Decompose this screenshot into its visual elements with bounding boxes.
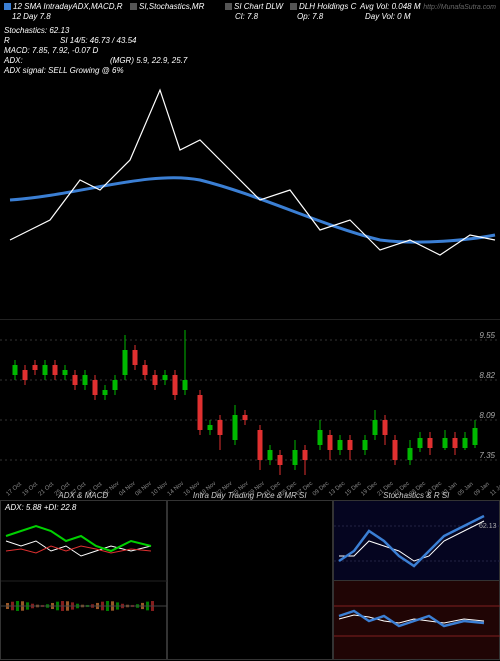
adx-macd-panel: ADX & MACD ADX: 5.88 +DI: 22.8 [0,500,167,660]
svg-text:19 Oct: 19 Oct [22,481,40,497]
rsi-blank: R [4,36,10,45]
dayvol-l: Day Vol: [365,12,395,21]
bottom-row: ADX & MACD ADX: 5.88 +DI: 22.8 Intra Day… [0,500,500,660]
svg-text:05 Jan: 05 Jan [457,481,475,497]
svg-text:10 Nov: 10 Nov [151,481,169,498]
adx-svg [1,501,167,661]
svg-text:09 Jan: 09 Jan [473,481,491,497]
intra-title: Intra Day Trading Price & MR SI [193,491,307,500]
adx-title: ADX & MACD [58,491,108,500]
svg-text:11 Jan: 11 Jan [489,482,500,498]
h-l1a: 12 SMA IntradayADX,MACD,R [13,2,123,11]
svg-text:17 Oct: 17 Oct [5,481,23,497]
watermark: http://MunafaSutra.com [423,4,496,11]
svg-text:08 Nov: 08 Nov [134,481,152,498]
stoch-bot-svg [334,581,500,661]
svg-text:09 Dec: 09 Dec [312,481,330,498]
svg-text:19 Dec: 19 Dec [360,481,378,498]
svg-text:8.82: 8.82 [479,371,495,380]
svg-text:7.35: 7.35 [479,451,495,460]
h-l2c: Op: 7.8 [297,12,323,21]
stoch-val-label: 62.13 [479,523,497,530]
svg-text:21 Oct: 21 Oct [38,481,56,497]
svg-text:04 Nov: 04 Nov [118,481,136,498]
stoch-val: Stochastics: 62.13 [4,26,69,35]
stoch-top-svg [334,501,500,581]
svg-text:14 Nov: 14 Nov [167,481,185,498]
h-l2b: Cl: 7.8 [235,12,258,21]
intraday-panel: Intra Day Trading Price & MR SI [167,500,334,660]
macd-val: MACD: 7.85, 7.92, -0.07 D [4,46,98,55]
stoch-title: Stochastics & R SI [383,491,449,500]
main-line-chart [0,60,500,320]
stochastics-panel: Stochastics & R SI 62.13 [333,500,500,660]
candle-svg: 9.558.828.097.3517 Oct19 Oct21 Oct25 Oct… [0,320,500,500]
candle-chart: 9.558.828.097.3517 Oct19 Oct21 Oct25 Oct… [0,320,500,500]
h-l2a: 12 Day 7.8 [12,12,51,21]
h-l1b: SI,Stochastics,MR [139,2,204,11]
avgvol-v: 0.048 M [392,2,421,11]
header: 12 SMA IntradayADX,MACD,R SI,Stochastics… [0,0,500,60]
h-l1d: DLH Holdings C [299,2,356,11]
dayvol-v: 0 M [397,12,410,21]
svg-text:8.09: 8.09 [479,411,495,420]
svg-text:15 Dec: 15 Dec [344,481,362,498]
main-svg [0,60,500,320]
avgvol-l: Avg Vol: [360,2,389,11]
svg-text:9.55: 9.55 [479,331,495,340]
rsi-val: SI 14/5: 46.73 / 43.54 [60,36,137,45]
svg-text:13 Dec: 13 Dec [328,481,346,498]
h-l1c: SI Chart DLW [234,2,283,11]
